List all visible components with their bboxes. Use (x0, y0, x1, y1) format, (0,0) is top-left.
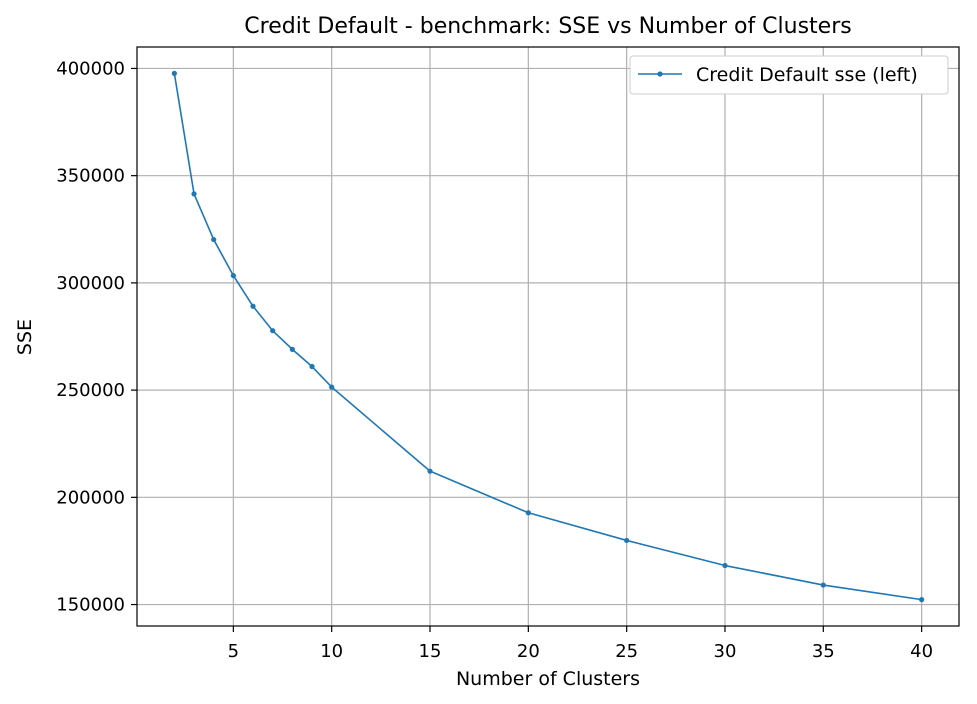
data-point (230, 272, 236, 279)
data-point (309, 363, 315, 370)
x-tick-label: 5 (228, 641, 239, 662)
y-tick-label: 350000 (56, 166, 125, 187)
y-axis-label: SSE (14, 319, 36, 355)
grid-lines (137, 47, 959, 626)
x-tick-label: 15 (419, 641, 442, 662)
data-point (191, 191, 197, 197)
plot-background (137, 47, 959, 626)
data-point (171, 70, 177, 76)
x-axis-ticks: 5 10 15 20 25 30 35 40 (228, 626, 933, 662)
x-tick-label: 20 (517, 641, 540, 662)
data-point (250, 303, 256, 309)
plot-frame (136, 46, 960, 627)
chart-title: Credit Default - benchmark: SSE vs Numbe… (244, 14, 851, 39)
y-tick-label: 300000 (56, 273, 125, 294)
data-point (289, 346, 295, 352)
plot-area (136, 46, 960, 627)
legend: Credit Default sse (left) (629, 55, 949, 95)
data-point (820, 582, 826, 588)
y-axis-ticks: 150000 200000 250000 300000 350000 400000 (56, 58, 137, 616)
legend-label: Credit Default sse (left) (696, 64, 918, 86)
x-tick-label: 30 (714, 641, 737, 662)
x-tick-label: 35 (812, 641, 835, 662)
x-tick-label: 10 (320, 641, 343, 662)
y-tick-label: 150000 (56, 595, 125, 616)
data-point (722, 562, 728, 569)
x-tick-label: 25 (615, 641, 638, 662)
legend-box (629, 55, 949, 95)
data-point (270, 328, 276, 334)
y-tick-label: 200000 (56, 487, 125, 508)
data-point (525, 510, 531, 516)
data-point (624, 537, 630, 544)
data-point (427, 468, 433, 474)
y-tick-label: 250000 (56, 380, 125, 401)
data-point (329, 384, 335, 390)
data-point (211, 236, 217, 243)
x-axis-label: Number of Clusters (456, 668, 640, 690)
data-point (919, 597, 925, 603)
series-group (171, 70, 925, 603)
legend-marker-sample (657, 71, 663, 77)
x-tick-label: 40 (910, 641, 933, 662)
y-tick-label: 400000 (56, 58, 125, 79)
